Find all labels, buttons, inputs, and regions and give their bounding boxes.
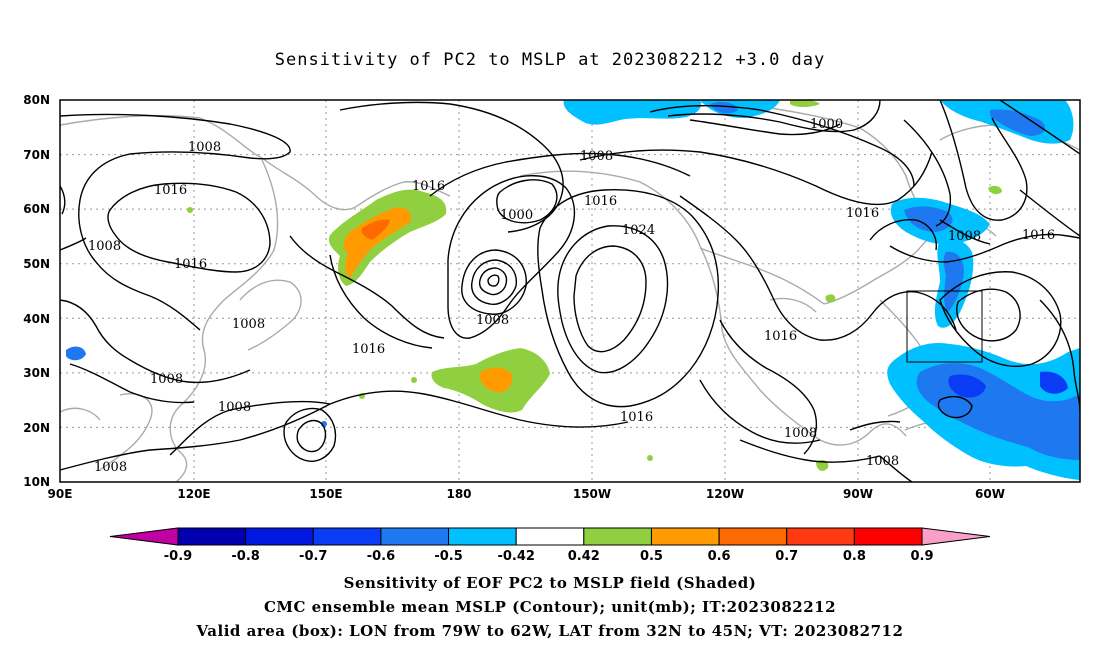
caption-line-1: Sensitivity of EOF PC2 to MSLP field (Sh… [343, 574, 757, 592]
colorbar-cell [380, 527, 450, 546]
contour-label: 1008 [218, 400, 251, 415]
colorbar-tick-label: -0.9 [164, 549, 192, 564]
colorbar: -0.9 -0.8 -0.7 -0.6 -0.5 -0.42 0.42 0.5 0.6 0.7 0.… [109, 527, 991, 564]
contour-label: 1008 [232, 317, 265, 332]
contour-label: 1008 [866, 454, 899, 469]
lat-label: 40N [23, 312, 50, 326]
colorbar-cell [650, 527, 720, 546]
colorbar-cell [718, 527, 788, 546]
lon-label: 60W [975, 487, 1005, 501]
contour-label: 1016 [352, 342, 385, 357]
colorbar-cell [583, 527, 652, 546]
colorbar-tick-label: 0.8 [843, 549, 866, 564]
longitude-labels: 90E 120E 150E 180 150W 120W 90W 60W [48, 487, 1005, 501]
caption-line-2: CMC ensemble mean MSLP (Contour); unit(m… [263, 598, 837, 616]
contour-label: 1008 [88, 239, 121, 254]
valid-area-box [906, 290, 983, 363]
contour-label: 1008 [580, 149, 613, 164]
graticule [60, 100, 1080, 482]
contour-label: 1008 [948, 229, 981, 244]
colorbar-tick-label: -0.5 [434, 549, 462, 564]
figure-title: Sensitivity of PC2 to MSLP at 2023082212… [274, 50, 826, 70]
lon-label: 120E [177, 487, 210, 501]
lat-label: 50N [23, 257, 50, 271]
contour-label: 1008 [188, 140, 221, 155]
lat-label: 20N [23, 421, 50, 435]
lat-label: 30N [23, 366, 50, 380]
lon-label: 90W [843, 487, 873, 501]
lon-label: 90E [48, 487, 73, 501]
colorbar-tick-label: 0.42 [568, 549, 600, 564]
colorbar-tick-label: 0.7 [775, 549, 798, 564]
lon-label: 120W [706, 487, 744, 501]
colorbar-tick-label: 0.9 [910, 549, 933, 564]
colorbar-cell [515, 527, 585, 546]
contour-label: 1000 [810, 117, 843, 132]
colorbar-tick-label: -0.7 [299, 549, 327, 564]
contour-label: 1016 [764, 329, 797, 344]
contour-label: 1016 [174, 257, 207, 272]
contour-label: 1016 [620, 410, 653, 425]
lon-label: 150W [573, 487, 611, 501]
colorbar-cell [786, 527, 855, 546]
lat-label: 80N [23, 93, 50, 107]
lon-label: 150E [309, 487, 342, 501]
contour-label: 1016 [846, 206, 879, 221]
colorbar-tick-label: -0.42 [497, 549, 534, 564]
lon-label: 180 [446, 487, 471, 501]
contour-label: 1016 [154, 183, 187, 198]
colorbar-tick-label: -0.8 [231, 549, 259, 564]
colorbar-cell [109, 527, 179, 546]
colorbar-cell [312, 527, 382, 546]
contour-labels: 1008 1016 1008 1016 1008 1008 1008 1008 … [88, 117, 1055, 475]
contour-label: 1016 [1022, 228, 1055, 243]
contour-label: 1008 [476, 313, 509, 328]
colorbar-tick-label: 0.6 [708, 549, 731, 564]
contour-label: 1000 [500, 208, 533, 223]
lat-label: 10N [23, 475, 50, 489]
colorbar-cell [177, 527, 247, 546]
contour-label: 1008 [94, 460, 127, 475]
caption-line-3: Valid area (box): LON from 79W to 62W, L… [196, 622, 904, 640]
map-frame [59, 99, 1081, 483]
mslp-contours [60, 100, 1080, 482]
contour-label: 1016 [584, 194, 617, 209]
colorbar-cell [853, 527, 923, 546]
colorbar-tick-label: -0.6 [367, 549, 395, 564]
lat-label: 60N [23, 202, 50, 216]
latitude-labels: 80N 70N 60N 50N 40N 30N 20N 10N [23, 93, 50, 489]
contour-label: 1016 [412, 179, 445, 194]
contour-label: 1024 [622, 223, 655, 238]
contour-label: 1008 [784, 426, 817, 441]
colorbar-cell [245, 527, 314, 546]
colorbar-cell [448, 527, 517, 546]
contour-label: 1008 [150, 372, 183, 387]
lat-label: 70N [23, 148, 50, 162]
colorbar-cell [921, 527, 991, 546]
map-area [59, 99, 1081, 483]
colorbar-tick-label: 0.5 [640, 549, 663, 564]
